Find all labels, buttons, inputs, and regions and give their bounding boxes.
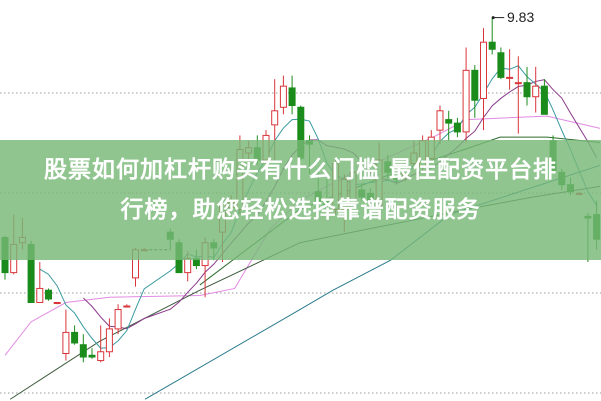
banner-text: 股票如何加杠杆购买有什么门槛 最佳配资平台排 行榜，助您轻松选择靠谱配资服务 [0,150,601,230]
candle-body [497,52,505,78]
banner-line-2: 行榜，助您轻松选择靠谱配资服务 [120,197,481,223]
candle-body [53,302,61,305]
candle-body [480,41,487,99]
candle-body [71,331,79,344]
candle-body [445,119,453,124]
candle-body [506,76,514,79]
candle-body [123,305,131,308]
candle-body [471,69,479,101]
candle-body [105,328,113,353]
candle-body [532,85,540,98]
candle-body [436,110,444,131]
candle-body [288,87,296,107]
candle-body [184,258,192,274]
candle-body [271,110,279,126]
candle-body [453,122,461,133]
high-price-label: 9.83 [507,8,535,25]
candle-body [79,344,87,358]
high-arrow-head [491,16,495,20]
candle-body [540,85,548,115]
candle-body [36,287,44,304]
candle-body [97,351,105,362]
candle-body [279,85,287,108]
candle-body [62,331,70,355]
candle-body [88,354,96,358]
candle-body [488,41,496,50]
candle-body [114,309,122,330]
candle-body [462,69,470,133]
candle-body [45,289,52,300]
candle-body [514,82,522,85]
title-banner [0,140,601,260]
candle-body [523,82,531,98]
banner-line-1: 股票如何加杠杆购买有什么门槛 最佳配资平台排 [43,157,557,183]
